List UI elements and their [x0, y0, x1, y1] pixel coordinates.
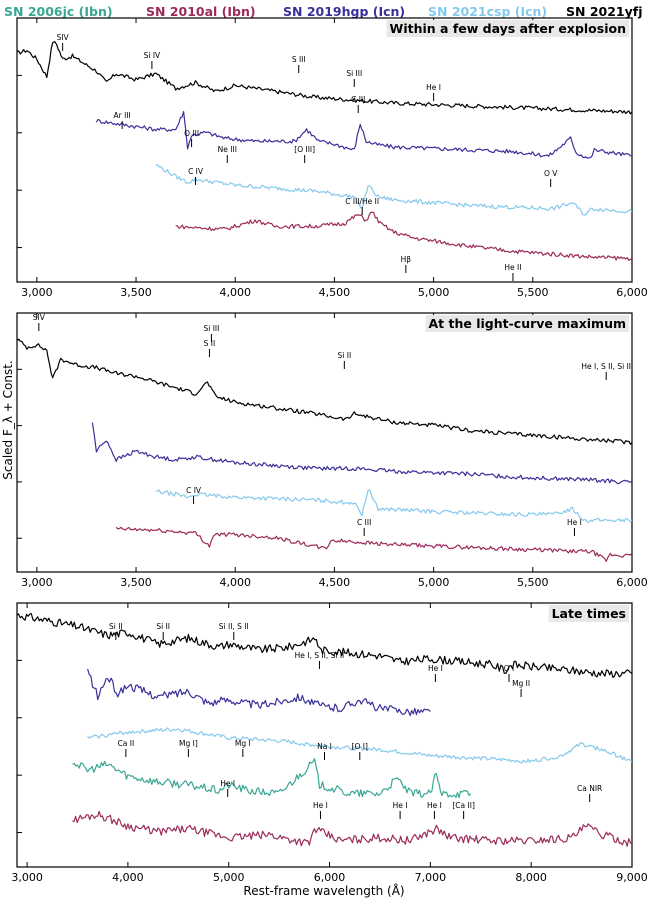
- line-id-label: C IV: [188, 167, 204, 176]
- series-line: [72, 810, 633, 847]
- panel-title: Late times: [552, 606, 626, 621]
- series-line: [87, 668, 431, 717]
- series-line: [16, 613, 633, 678]
- x-tick-label: 5,000: [418, 576, 450, 589]
- x-tick-label: 4,000: [219, 286, 251, 299]
- line-id-label: O I: [504, 664, 515, 673]
- line-id-label: [O I]: [352, 742, 368, 751]
- x-tick-label: 3,500: [120, 576, 152, 589]
- x-tick-label: 7,000: [415, 871, 447, 884]
- x-tick-label: 4,500: [319, 286, 351, 299]
- line-id-label: Ne III: [218, 145, 237, 154]
- line-id-label: He I: [427, 801, 442, 810]
- panel-3: 3,000 4,000 5,000 6,000 7,000 8,000 9,000 Late …: [11, 602, 648, 884]
- line-id-label: Hβ: [401, 255, 412, 264]
- legend-2006jc: SN 2006jc (Ibn): [4, 4, 113, 19]
- line-id-label: He I: [313, 801, 328, 810]
- line-id-label: Ar III: [114, 111, 131, 120]
- panel-frame: [16, 312, 633, 573]
- series-line: [95, 111, 633, 159]
- line-id-label: O V: [544, 169, 558, 178]
- x-axis-label: Rest-frame wavelength (Å): [243, 883, 404, 898]
- panel-title: At the light-curve maximum: [429, 316, 627, 331]
- series-line: [115, 526, 633, 562]
- line-id-label: S III: [292, 55, 306, 64]
- line-id-label: C III: [351, 95, 365, 104]
- line-id-label: C IV: [186, 486, 202, 495]
- panel-frame: [16, 17, 633, 283]
- line-id-label: C III/He II: [345, 197, 379, 206]
- series-line: [72, 758, 472, 799]
- line-id-label: He I: [393, 801, 408, 810]
- line-id-label: Si II: [109, 622, 123, 631]
- line-id-label: He I, S II, Si II: [581, 362, 631, 371]
- x-tick-label: 3,000: [11, 871, 43, 884]
- series-line: [155, 164, 633, 216]
- x-tick-label: 4,000: [219, 576, 251, 589]
- line-id-label: [Ca II]: [452, 801, 475, 810]
- line-id-label: He I: [428, 664, 443, 673]
- x-tick-label: 3,000: [21, 286, 53, 299]
- panel-frame: [16, 602, 633, 868]
- line-id-label: Mg II: [512, 679, 530, 688]
- line-id-label: He I: [426, 83, 441, 92]
- series-line: [16, 41, 633, 115]
- x-tick-label: 6,000: [616, 286, 648, 299]
- panel-title-box: [386, 20, 629, 37]
- line-id-label: He I: [220, 779, 235, 788]
- series-line: [175, 211, 633, 261]
- x-tick-label: 6,000: [314, 871, 346, 884]
- x-tick-label: 8,000: [515, 871, 547, 884]
- line-id-label: C III: [357, 518, 371, 527]
- line-id-label: Si III: [203, 324, 219, 333]
- line-id-label: He I, S II, Si II: [295, 651, 345, 660]
- legend: SN 2006jc (Ibn) SN 2010al (Ibn) SN 2019h…: [0, 0, 654, 26]
- panel-2: 3,000 3,500 4,000 4,500 5,000 5,500 6,000 At th…: [16, 312, 648, 589]
- line-id-label: Si II: [156, 622, 170, 631]
- y-axis-label: Scaled F_λ + Const.: [1, 360, 15, 480]
- legend-2019hgp: SN 2019hgp (Icn): [283, 4, 406, 19]
- x-tick-label: 3,500: [120, 286, 152, 299]
- line-id-label: Si II, S II: [219, 622, 249, 631]
- line-id-label: He II: [504, 263, 521, 272]
- line-id-label: Si IV: [144, 51, 161, 60]
- series-line: [91, 422, 633, 485]
- line-id-label: Mg I: [235, 739, 251, 748]
- line-id-label: He I: [567, 518, 582, 527]
- panel-title: Within a few days after explosion: [390, 21, 626, 36]
- x-tick-label: 5,000: [213, 871, 245, 884]
- panel-title-box: [425, 315, 629, 332]
- x-tick-label: 6,000: [616, 576, 648, 589]
- line-id-label: SIV: [33, 313, 46, 322]
- line-id-label: Na I: [317, 742, 332, 751]
- x-tick-label: 9,000: [616, 871, 648, 884]
- x-tick-label: 5,500: [517, 576, 549, 589]
- legend-2021yfj: SN 2021yfj: [566, 4, 643, 19]
- panel-1: 3,000 3,500 4,000 4,500 5,000 5,500 6,000 Withi…: [16, 17, 648, 299]
- x-tick-label: 3,000: [21, 576, 53, 589]
- legend-2010al: SN 2010al (Ibn): [146, 4, 256, 19]
- series-line: [16, 338, 633, 445]
- series-line: [87, 727, 633, 764]
- line-id-label: SIV: [57, 33, 70, 42]
- line-id-label: Si III: [346, 69, 362, 78]
- x-tick-label: 4,500: [319, 576, 351, 589]
- line-id-label: Mg I]: [179, 739, 198, 748]
- x-tick-label: 5,000: [418, 286, 450, 299]
- line-id-label: Ca II: [118, 739, 135, 748]
- line-id-label: O III: [184, 129, 199, 138]
- x-tick-label: 4,000: [112, 871, 144, 884]
- line-id-label: Ca NIR: [577, 784, 602, 793]
- legend-2021csp: SN 2021csp (Icn): [428, 4, 548, 19]
- panel-title-box: [548, 605, 629, 622]
- line-id-label: [O III]: [294, 145, 315, 154]
- line-id-label: S II: [204, 339, 216, 348]
- x-tick-label: 5,500: [517, 286, 549, 299]
- line-id-label: Si II: [338, 351, 352, 360]
- series-line: [155, 489, 633, 523]
